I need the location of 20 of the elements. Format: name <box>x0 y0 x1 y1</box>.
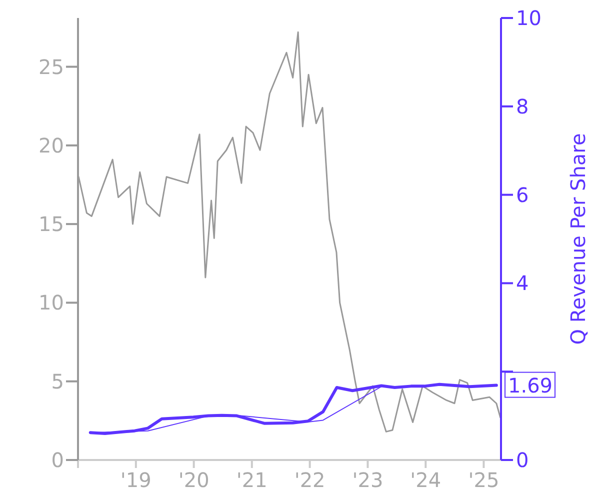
x-tick-label: '25 <box>468 468 500 492</box>
data-label: 1.69 <box>508 373 553 398</box>
y2-tick-label: 8 <box>516 94 529 118</box>
y-tick-label: 5 <box>51 369 64 394</box>
x-tick-label: '24 <box>410 468 442 492</box>
x-tick-label: '21 <box>236 468 268 492</box>
y-tick-label: 15 <box>38 212 64 236</box>
y2-tick-label: 4 <box>516 271 529 296</box>
y2-tick-label: 10 <box>516 6 542 30</box>
y-tick-label: 10 <box>38 290 64 315</box>
y2-axis-title: Q Revenue Per Share <box>566 133 590 345</box>
x-tick-label: '22 <box>294 468 326 492</box>
y2-tick-label: 0 <box>516 448 529 472</box>
x-tick-label: '20 <box>178 468 210 492</box>
y-tick-label: 0 <box>51 448 64 472</box>
x-tick-label: '23 <box>352 468 384 492</box>
y-tick-label: 20 <box>38 133 64 158</box>
y-tick-label: 25 <box>38 54 64 79</box>
x-tick-label: '19 <box>120 468 152 492</box>
y2-tick-label: 6 <box>516 182 529 207</box>
